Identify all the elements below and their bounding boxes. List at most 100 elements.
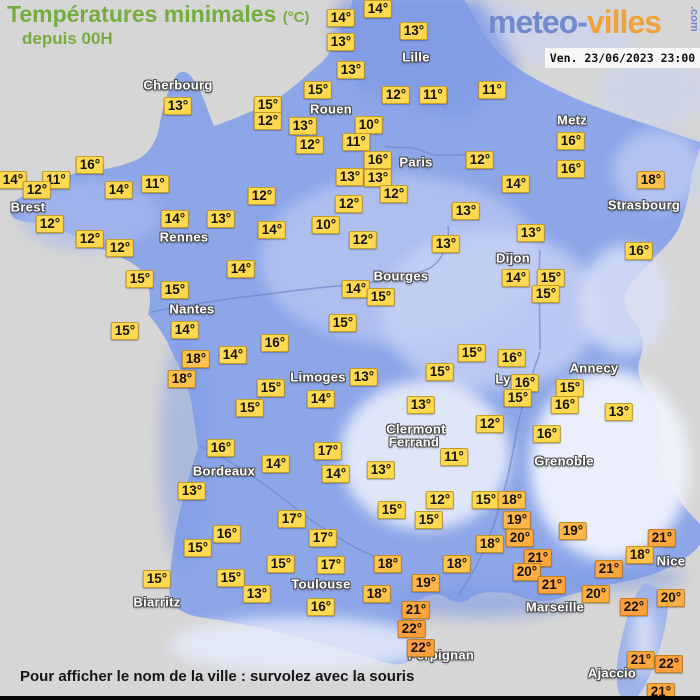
- temp-label[interactable]: 12°: [253, 112, 283, 130]
- temp-label[interactable]: 15°: [303, 81, 333, 99]
- temp-label[interactable]: 16°: [556, 160, 586, 178]
- temp-label[interactable]: 14°: [306, 390, 336, 408]
- temp-label[interactable]: 16°: [363, 151, 393, 169]
- temp-label[interactable]: 12°: [75, 230, 105, 248]
- temp-label[interactable]: 22°: [406, 639, 436, 657]
- temp-label[interactable]: 15°: [256, 379, 286, 397]
- temp-label[interactable]: 13°: [431, 235, 461, 253]
- temp-label[interactable]: 11°: [419, 86, 447, 104]
- temp-label[interactable]: 13°: [399, 22, 429, 40]
- temp-label[interactable]: 15°: [183, 539, 213, 557]
- temp-label[interactable]: 15°: [235, 399, 265, 417]
- temp-label[interactable]: 15°: [216, 569, 246, 587]
- temp-label[interactable]: 10°: [354, 116, 384, 134]
- temp-label[interactable]: 14°: [501, 269, 531, 287]
- temp-label[interactable]: 11°: [440, 448, 468, 466]
- temp-label[interactable]: 13°: [163, 97, 193, 115]
- temp-label[interactable]: 16°: [550, 396, 580, 414]
- temp-label[interactable]: 16°: [624, 242, 654, 260]
- temp-label[interactable]: 15°: [142, 570, 172, 588]
- temp-label[interactable]: 18°: [167, 370, 197, 388]
- temp-label[interactable]: 21°: [401, 601, 431, 619]
- temp-label[interactable]: 15°: [110, 322, 140, 340]
- temp-label[interactable]: 16°: [75, 156, 105, 174]
- temp-label[interactable]: 15°: [503, 389, 533, 407]
- temp-label[interactable]: 15°: [414, 511, 444, 529]
- temp-label[interactable]: 16°: [206, 439, 236, 457]
- temp-label[interactable]: 19°: [502, 511, 532, 529]
- temp-label[interactable]: 13°: [349, 368, 379, 386]
- temp-label[interactable]: 12°: [379, 185, 409, 203]
- temp-label[interactable]: 19°: [411, 574, 441, 592]
- temp-label[interactable]: 13°: [288, 117, 318, 135]
- temp-label[interactable]: 16°: [497, 349, 527, 367]
- temp-label[interactable]: 13°: [604, 403, 634, 421]
- temp-label[interactable]: 22°: [654, 655, 684, 673]
- temp-label[interactable]: 21°: [626, 651, 656, 669]
- temp-label[interactable]: 12°: [247, 187, 277, 205]
- temp-label[interactable]: 15°: [125, 270, 155, 288]
- temp-label[interactable]: 21°: [537, 576, 567, 594]
- meteo-villes-logo[interactable]: meteo-villes: [488, 4, 662, 41]
- temp-label[interactable]: 14°: [257, 221, 287, 239]
- temp-label[interactable]: 13°: [335, 168, 365, 186]
- temp-label[interactable]: 13°: [326, 33, 356, 51]
- temp-label[interactable]: 19°: [558, 522, 588, 540]
- temp-label[interactable]: 11°: [342, 133, 370, 151]
- temp-label[interactable]: 20°: [505, 529, 535, 547]
- temp-label[interactable]: 17°: [277, 510, 307, 528]
- temp-label[interactable]: 12°: [334, 195, 364, 213]
- temp-label[interactable]: 14°: [226, 260, 256, 278]
- temp-label[interactable]: 14°: [218, 346, 248, 364]
- temp-label[interactable]: 12°: [348, 231, 378, 249]
- temp-label[interactable]: 13°: [451, 202, 481, 220]
- temp-label[interactable]: 18°: [373, 555, 403, 573]
- temp-label[interactable]: 20°: [512, 563, 542, 581]
- temp-label[interactable]: 14°: [321, 465, 351, 483]
- temp-label[interactable]: 16°: [532, 425, 562, 443]
- temp-label[interactable]: 21°: [523, 549, 553, 567]
- temp-label[interactable]: 15°: [425, 363, 455, 381]
- temp-label[interactable]: 21°: [647, 529, 677, 547]
- temp-label[interactable]: 22°: [397, 620, 427, 638]
- temp-label[interactable]: 16°: [306, 598, 336, 616]
- temp-label[interactable]: 15°: [536, 269, 566, 287]
- temp-label[interactable]: 18°: [362, 585, 392, 603]
- temp-label[interactable]: 15°: [457, 344, 487, 362]
- temp-label[interactable]: 18°: [636, 171, 666, 189]
- temp-label[interactable]: 10°: [311, 216, 341, 234]
- temp-label[interactable]: 18°: [442, 555, 472, 573]
- temp-label[interactable]: 12°: [381, 86, 411, 104]
- temp-label[interactable]: 22°: [619, 598, 649, 616]
- temp-label[interactable]: 14°: [341, 280, 371, 298]
- temp-label[interactable]: 13°: [366, 461, 396, 479]
- temp-label[interactable]: 12°: [35, 215, 65, 233]
- temp-label[interactable]: 21°: [594, 560, 624, 578]
- temp-label[interactable]: 15°: [366, 288, 396, 306]
- temp-label[interactable]: 14°: [170, 321, 200, 339]
- temp-label[interactable]: 16°: [212, 525, 242, 543]
- temp-label[interactable]: 12°: [295, 136, 325, 154]
- temp-label[interactable]: 21°: [646, 683, 676, 700]
- temp-label[interactable]: 13°: [516, 224, 546, 242]
- temp-label[interactable]: 12°: [465, 151, 495, 169]
- temp-label[interactable]: 14°: [326, 9, 356, 27]
- temp-label[interactable]: 16°: [260, 334, 290, 352]
- temp-label[interactable]: 17°: [308, 529, 338, 547]
- temp-label[interactable]: 12°: [22, 181, 52, 199]
- temp-label[interactable]: 12°: [425, 491, 455, 509]
- temp-label[interactable]: 12°: [475, 415, 505, 433]
- temp-label[interactable]: 15°: [266, 555, 296, 573]
- temp-label[interactable]: 18°: [497, 491, 527, 509]
- temp-label[interactable]: 16°: [556, 132, 586, 150]
- temp-label[interactable]: 15°: [531, 285, 561, 303]
- temp-label[interactable]: 14°: [160, 210, 190, 228]
- temp-label[interactable]: 18°: [181, 350, 211, 368]
- temp-label[interactable]: 15°: [555, 379, 585, 397]
- temp-label[interactable]: 14°: [261, 455, 291, 473]
- temp-label[interactable]: 11°: [478, 81, 506, 99]
- temp-label[interactable]: 13°: [242, 585, 272, 603]
- temp-label[interactable]: 18°: [625, 546, 655, 564]
- temp-label[interactable]: 17°: [316, 556, 346, 574]
- temp-label[interactable]: 11°: [141, 175, 169, 193]
